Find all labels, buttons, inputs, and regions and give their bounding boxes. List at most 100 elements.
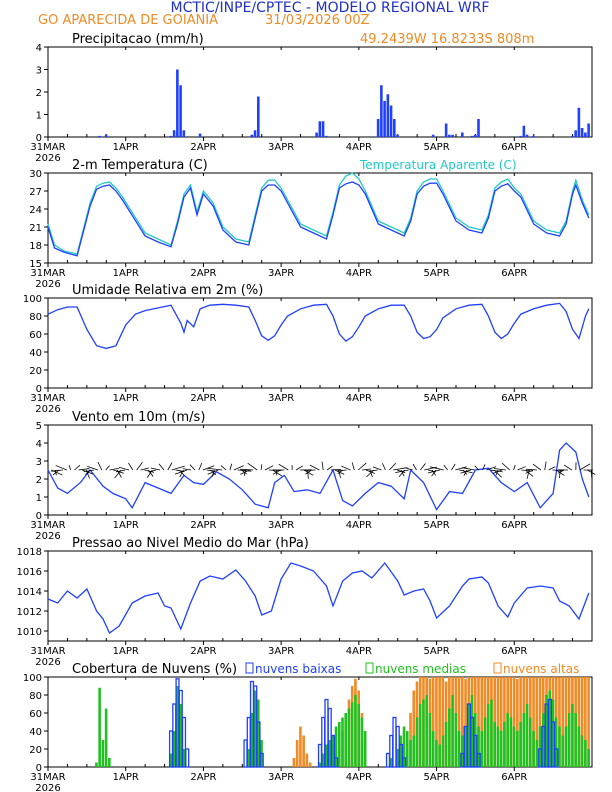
bar-nuvens-altas	[587, 677, 590, 767]
bar-nuvens-medias	[541, 713, 545, 767]
wind-barb	[544, 461, 547, 471]
bar-nuvens-medias	[499, 731, 503, 767]
y-tick-label: 0	[36, 763, 42, 774]
bar-precip	[444, 123, 448, 137]
x-tick-label: 31MAR	[30, 142, 65, 153]
bar-nuvens-altas	[535, 677, 539, 767]
wind-barb	[427, 469, 440, 474]
wind-barb	[148, 469, 157, 473]
bar-nuvens-medias	[347, 708, 351, 767]
bar-nuvens-medias	[551, 699, 555, 767]
x-tick-label: 4APR	[346, 520, 372, 531]
bar-nuvens-medias	[448, 708, 451, 767]
wind-barb	[548, 466, 556, 471]
bar-nuvens-altas	[496, 677, 500, 767]
wind-barb	[337, 469, 347, 472]
wind-barb	[455, 466, 467, 471]
y-tick-label: 3	[36, 66, 42, 77]
bar-nuvens-medias	[444, 722, 448, 767]
wind-barb	[525, 469, 534, 474]
x-tick-label: 2APR	[190, 772, 216, 783]
wind-barb	[278, 463, 289, 471]
bar-nuvens-medias	[179, 704, 182, 767]
bar-nuvens-medias	[558, 726, 561, 767]
bar-precip	[104, 134, 108, 137]
bar-nuvens-medias	[457, 731, 461, 767]
bar-nuvens-altas	[435, 677, 438, 767]
x-tick-label: 31MAR	[30, 268, 65, 279]
wind-barb	[211, 469, 215, 477]
bar-nuvens-baixas	[334, 757, 339, 768]
bar-nuvens-altas	[464, 678, 467, 767]
x-tick-label: 31MAR	[30, 393, 65, 404]
x-tick-label: 5APR	[423, 646, 449, 657]
bar-nuvens-medias	[467, 704, 471, 767]
legend-swatch	[493, 662, 502, 674]
wind-barb	[55, 465, 67, 471]
bar-nuvens-altas	[412, 690, 416, 767]
bar-nuvens-medias	[172, 731, 176, 767]
bar-nuvens-baixas	[185, 748, 190, 768]
wind-barb	[272, 469, 281, 475]
x-tick-label: 4APR	[346, 268, 372, 279]
bar-nuvens-medias	[564, 726, 568, 767]
wind-barb	[118, 466, 130, 471]
y-tick-label: 0	[36, 133, 42, 144]
wind-barb	[366, 469, 375, 478]
panel-title: Precipitacao (mm/h)	[72, 32, 204, 47]
bar-nuvens-altas	[512, 677, 516, 767]
wind-barb	[260, 464, 263, 471]
bar-nuvens-medias	[422, 699, 425, 767]
bar-nuvens-altas	[292, 758, 296, 767]
x-tick-year: 2026	[35, 404, 60, 415]
bar-nuvens-baixas	[256, 721, 261, 768]
bar-nuvens-medias	[405, 731, 409, 767]
bar-precip	[532, 135, 535, 137]
wind-barb	[303, 469, 314, 476]
x-tick-label: 31MAR	[30, 646, 65, 657]
x-tick-label: 4APR	[346, 142, 372, 153]
location-label: GO APARECIDA DE GOIANIA	[38, 13, 218, 28]
bar-nuvens-baixas	[551, 721, 556, 768]
x-tick-year: 2026	[35, 657, 60, 668]
y-tick-label: 80	[29, 312, 42, 323]
bar-nuvens-baixas	[392, 716, 397, 768]
bar-nuvens-altas	[295, 740, 299, 767]
x-tick-label: 2APR	[190, 142, 216, 153]
bar-precip	[587, 123, 590, 137]
x-tick-label: 5APR	[423, 268, 449, 279]
bar-precip	[477, 119, 480, 137]
wind-barb	[495, 469, 499, 476]
bar-nuvens-altas	[480, 677, 484, 767]
bar-nuvens-medias	[257, 699, 260, 767]
y-tick-label: 1010	[17, 627, 42, 638]
bar-nuvens-medias	[425, 695, 428, 767]
x-tick-label: 6APR	[501, 520, 527, 531]
y-tick-label: 1016	[17, 567, 42, 578]
x-tick-label: 5APR	[423, 393, 449, 404]
bar-precip	[584, 132, 587, 137]
plot-frame	[47, 550, 593, 642]
y-tick-label: 20	[29, 745, 42, 756]
wind-barb	[404, 467, 413, 471]
bar-nuvens-baixas	[402, 757, 407, 768]
wind-barb	[158, 463, 165, 471]
series-line-pressao	[47, 561, 590, 634]
x-tick-label: 4APR	[346, 772, 372, 783]
wind-barb	[461, 467, 475, 471]
bar-nuvens-medias	[176, 686, 179, 767]
bar-nuvens-medias	[399, 735, 403, 767]
bar-nuvens-altas	[305, 753, 309, 767]
bar-precip	[250, 134, 254, 137]
x-tick-label: 31MAR	[30, 520, 65, 531]
plot-frame	[47, 424, 593, 516]
bar-nuvens-medias	[350, 702, 354, 767]
bar-precip	[321, 121, 325, 137]
bar-nuvens-altas	[308, 762, 312, 767]
bar-nuvens-medias	[490, 699, 493, 767]
bar-precip	[431, 134, 435, 137]
bar-nuvens-medias	[567, 713, 571, 767]
wind-barb	[357, 462, 367, 471]
